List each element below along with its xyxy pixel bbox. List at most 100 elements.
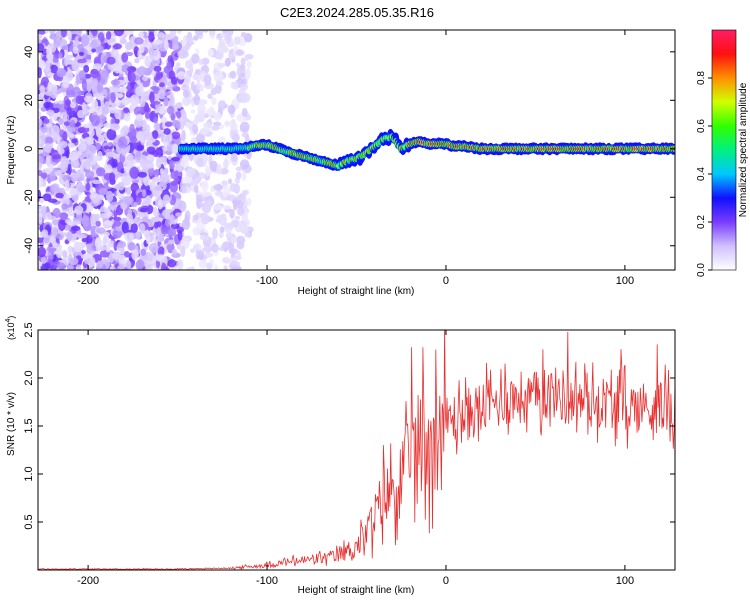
spectrogram-cell: [48, 215, 56, 220]
spectrogram-cell: [38, 138, 42, 145]
snr-y-tick-label: 2.0: [23, 370, 35, 385]
snr-panel: -200 -100 0 100 0.5 1.0 1.5 2.0 2.5 Height of s…: [5, 316, 676, 596]
spectrogram-frame: [37, 29, 676, 271]
spectrogram-cell: [41, 229, 49, 239]
spectrogram-cell: [86, 81, 92, 93]
spectrogram-cell: [100, 106, 110, 115]
spectrogram-cell: [46, 109, 55, 116]
spectrogram-cell: [231, 133, 240, 142]
spectrogram-cell: [72, 46, 79, 54]
snr-x-ticks: -200 -100 0 100: [77, 330, 634, 587]
spectrogram-cell: [189, 63, 194, 75]
spectrogram-cell: [90, 250, 96, 256]
spectrogram-cell: [239, 63, 246, 71]
spectrogram-cell: [237, 206, 245, 216]
spectrogram-cell: [171, 157, 181, 162]
spectrogram-cell: [48, 163, 54, 170]
spectrogram-cell: [79, 163, 84, 174]
spectrogram-cell: [157, 88, 166, 100]
spectrogram-cell: [66, 106, 72, 116]
spectrogram-cell: [59, 87, 67, 92]
spectrogram-cell: [148, 166, 155, 177]
spectrogram-cell: [58, 219, 66, 232]
spectrogram-cell: [129, 136, 138, 143]
spectrogram-cell: [163, 39, 169, 51]
spectrogram-cell: [106, 128, 117, 141]
spectrogram-cell: [98, 206, 108, 213]
spectrogram-cell: [65, 149, 70, 159]
spectrogram-cell: [136, 66, 147, 76]
spectrogram-cell: [175, 102, 183, 109]
spectrogram-cell: [123, 251, 130, 258]
spectrogram-cell: [156, 254, 166, 262]
spectrogram-cell: [74, 35, 81, 47]
spectrogram-cell: [129, 166, 140, 179]
spectrogram-cell: [76, 233, 87, 239]
spectrogram-cell: [167, 259, 177, 268]
spectrogram-cell: [163, 128, 171, 135]
spectrogram-cell: [192, 73, 199, 81]
spectrogram-cell: [68, 257, 79, 266]
spectrogram-cell: [140, 248, 146, 256]
spectrogram-cell: [213, 111, 222, 122]
spectrogram-cell: [195, 194, 200, 202]
spectrogram-cell: [176, 120, 181, 130]
spectrogram-cell: [135, 85, 144, 97]
spectrogram-cell: [121, 52, 129, 63]
spectrogram-cell: [40, 76, 50, 88]
spectrogram-cell: [102, 236, 107, 247]
spectrogram-cell: [90, 114, 101, 127]
spectrogram-cell: [228, 241, 235, 253]
spectrogram-cell: [135, 113, 144, 122]
spectrogram-cell: [106, 190, 114, 203]
spectrogram-cell: [122, 171, 130, 179]
spectrogram-cell: [57, 262, 66, 270]
spectrogram-cell: [179, 186, 188, 194]
spectrogram-cell: [106, 56, 116, 65]
spectrogram-cell: [152, 39, 163, 45]
snr-y-multiplier-base: (x10: [6, 322, 16, 340]
spectrogram-cell: [137, 171, 147, 178]
spectrogram-cell: [117, 136, 128, 149]
spectrogram-cell: [160, 51, 166, 58]
spectrogram-cell: [40, 172, 48, 179]
spectrogram-cell: [114, 108, 122, 120]
spectrogram-cell: [153, 116, 159, 124]
spectrogram-cell: [76, 184, 86, 193]
spectrogram-plot-area: [38, 30, 675, 270]
spectrogram-cell: [98, 213, 108, 219]
spectrogram-cell: [192, 214, 199, 221]
spectrogram-cell: [38, 146, 44, 155]
spectrogram-cell: [96, 82, 104, 94]
spectrogram-cell: [154, 169, 160, 178]
spectrogram-cell: [175, 212, 182, 217]
spectrogram-cell: [151, 49, 159, 56]
spectrogram-cell: [194, 30, 204, 37]
colorbar-tick-label: 0.2: [696, 215, 707, 229]
spectrogram-cell: [202, 30, 209, 33]
spectrogram-cell: [199, 234, 210, 241]
snr-y-multiplier-close: ): [6, 316, 16, 319]
spectrogram-cell: [63, 121, 70, 126]
spectrogram-cell: [56, 246, 63, 259]
spectrogram-cell: [110, 92, 116, 104]
spectrogram-cell: [167, 155, 173, 160]
spectrogram-cell: [52, 207, 61, 219]
spectrogram-cell: [152, 185, 163, 197]
spectrogram-cell: [66, 230, 73, 242]
spectrogram-cell: [99, 227, 105, 233]
spectrogram-y-tick-label: -40: [23, 238, 35, 254]
spectrogram-cell: [235, 171, 242, 180]
spectrogram-cell: [60, 30, 67, 38]
spectrogram-cell: [98, 187, 108, 196]
spectrogram-cell: [231, 266, 242, 270]
spectrogram-cell: [90, 68, 99, 79]
spectrogram-cell: [234, 215, 241, 220]
spectrogram-cell: [81, 254, 90, 260]
spectrogram-cell: [62, 77, 70, 89]
spectrogram-cell: [200, 180, 209, 192]
spectrogram-cell: [62, 45, 68, 51]
spectrogram-cell: [221, 213, 227, 221]
spectrogram-cell: [203, 74, 212, 86]
